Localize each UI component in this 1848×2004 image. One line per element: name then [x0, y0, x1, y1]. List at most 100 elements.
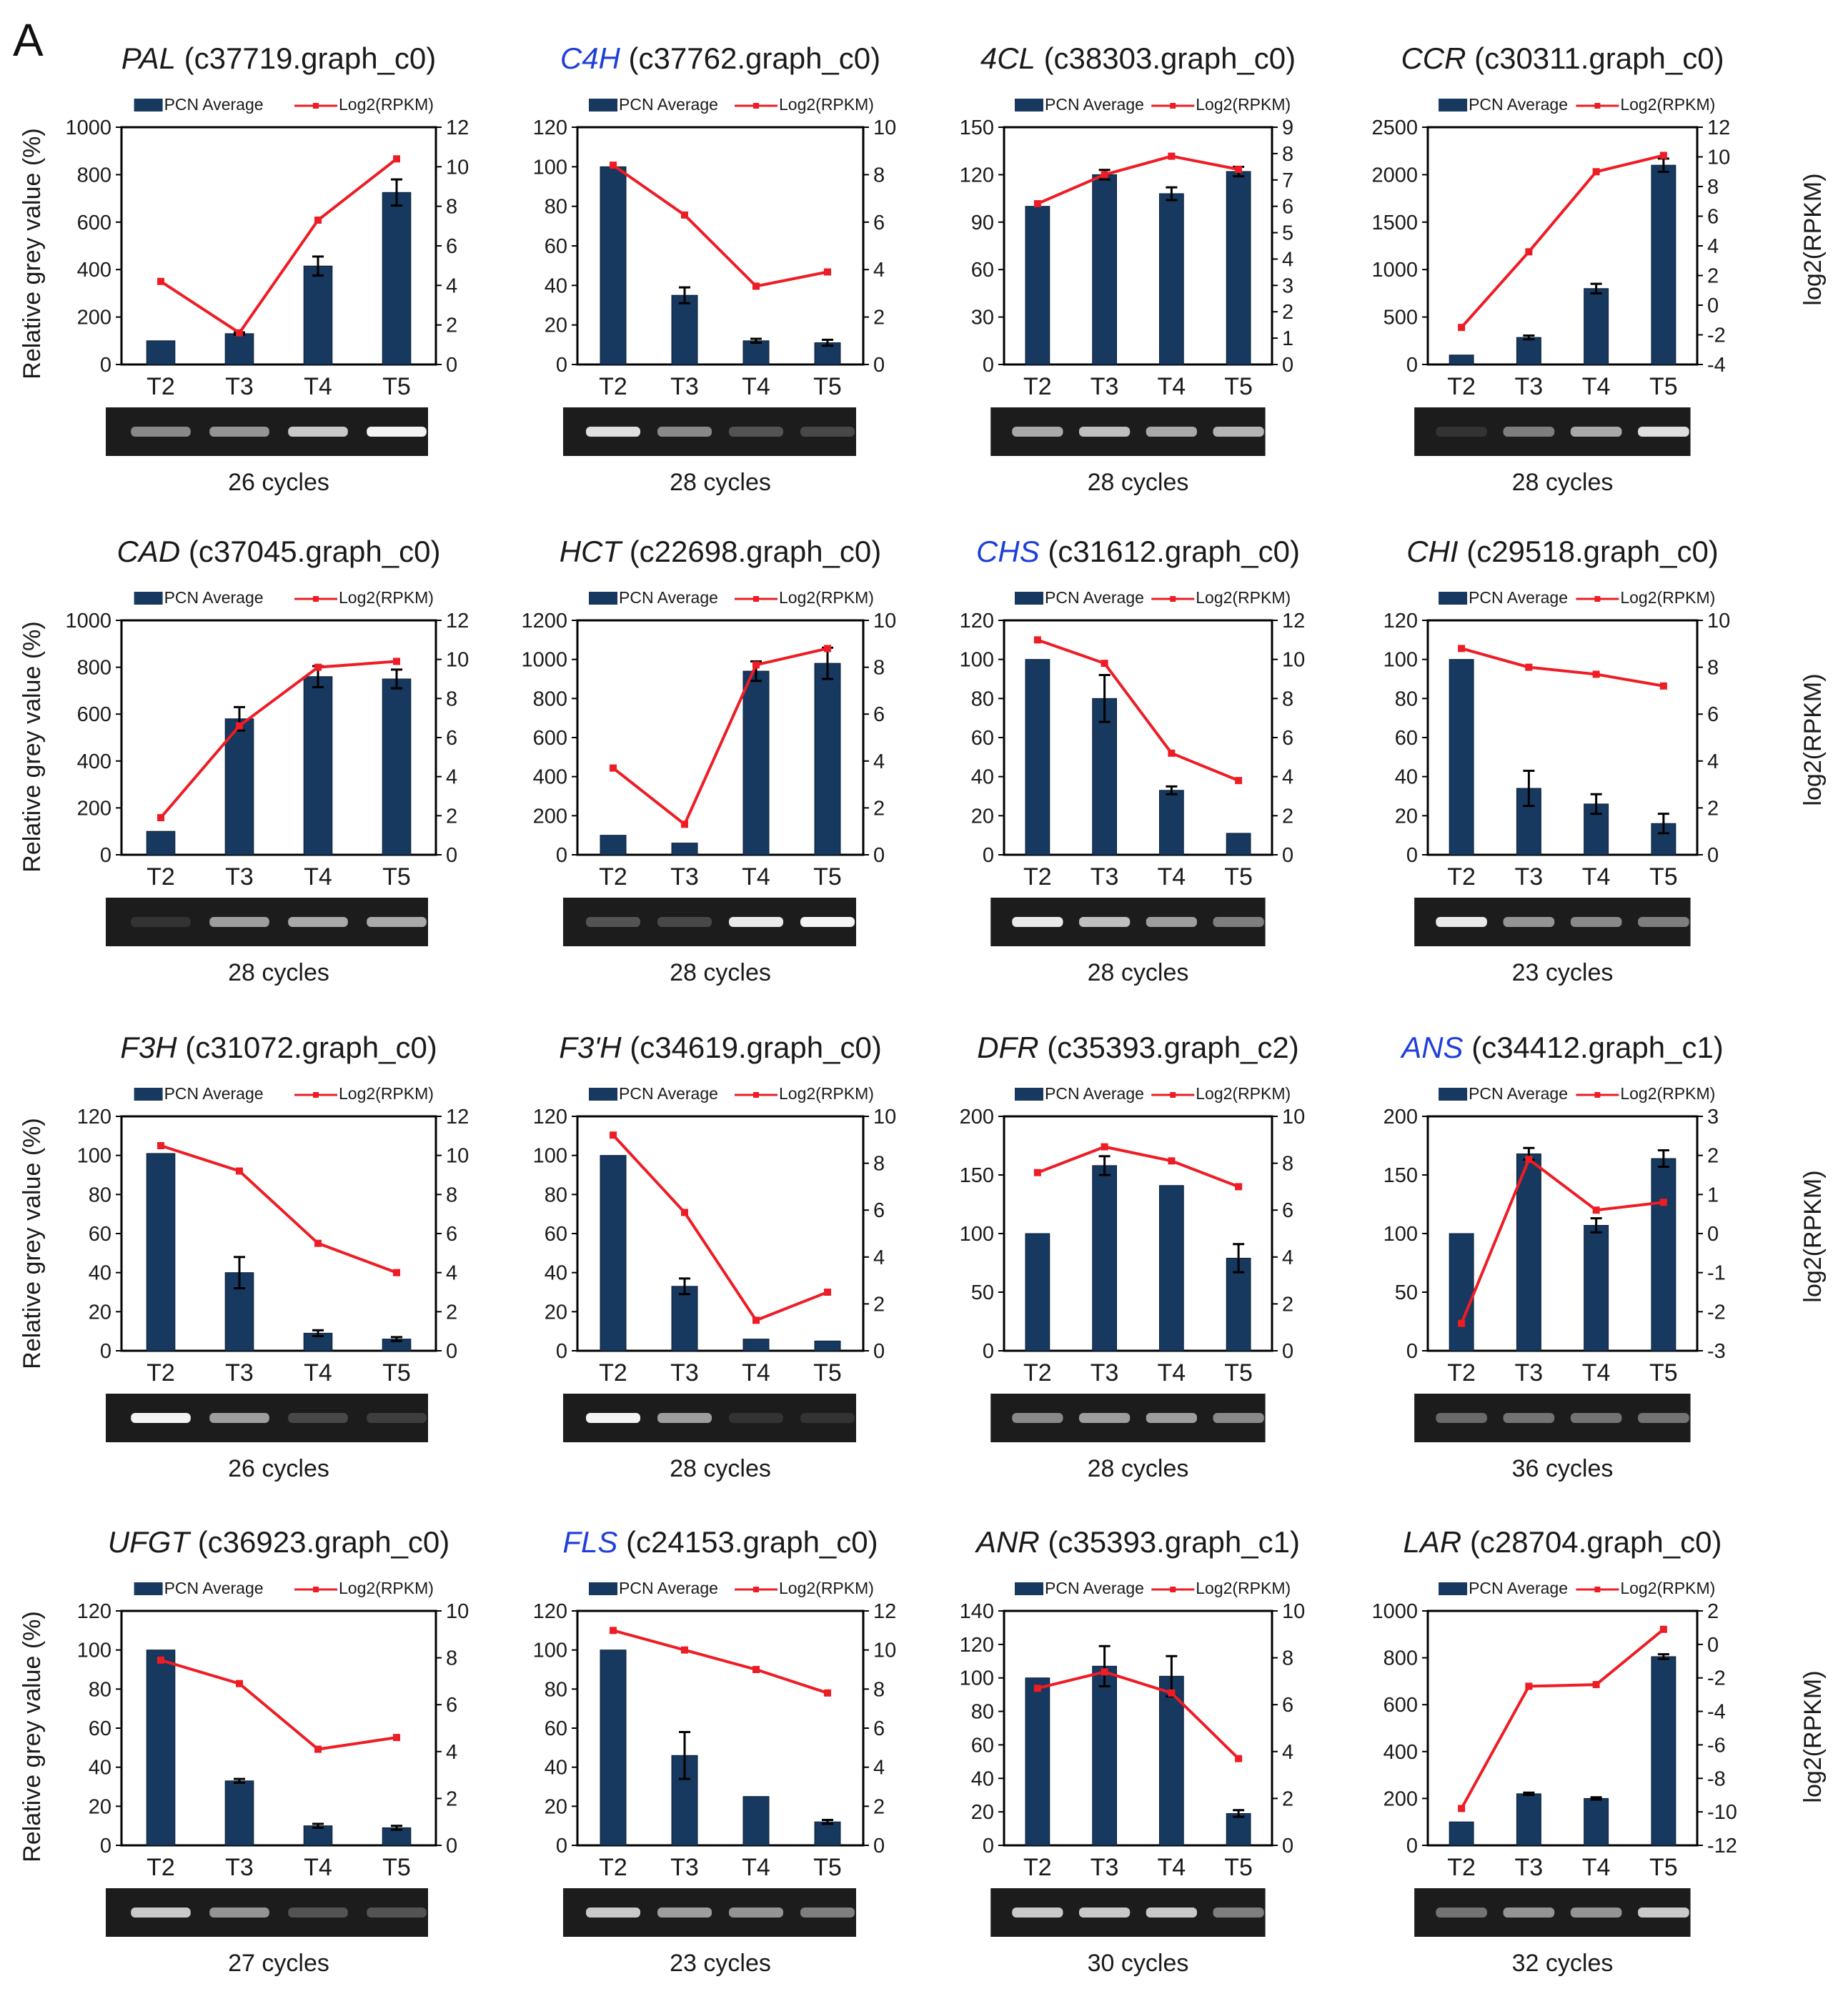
gel-band: [1012, 427, 1063, 437]
legend-line-marker: [753, 103, 759, 109]
pcr-cycles-label: 23 cycles: [1512, 959, 1614, 986]
y-left-tick-label: 800: [77, 164, 111, 187]
y-right-tick-label: 0: [873, 354, 885, 377]
gene-name: ANR: [974, 1525, 1040, 1559]
legend-bar-swatch: [589, 1088, 617, 1101]
line-point: [157, 1656, 164, 1664]
y-left-tick-label: 90: [971, 212, 994, 234]
legend-line-label: Log2(RPKM): [339, 1579, 434, 1597]
gel-band: [800, 917, 855, 927]
y-left-tick-label: 60: [1395, 727, 1418, 750]
gel-band: [1079, 1413, 1131, 1423]
legend-line-marker: [313, 103, 319, 109]
line-point: [1033, 1169, 1041, 1176]
pcr-cycles-label: 28 cycles: [228, 959, 329, 986]
y-right-tick-label: 4: [446, 1741, 457, 1764]
legend-line-marker: [1594, 1587, 1601, 1592]
y-right-tick-label: -2: [1707, 1301, 1726, 1324]
bar: [1092, 698, 1117, 855]
line-point: [1168, 1157, 1176, 1165]
gene-name: CHS: [976, 535, 1040, 568]
y-left-tick-label: 60: [971, 727, 994, 750]
y-left-tick-label: 400: [533, 766, 567, 789]
y-left-tick-label: 0: [983, 354, 994, 377]
bar: [1449, 1233, 1474, 1351]
bar: [303, 1825, 333, 1846]
line-point: [314, 1745, 322, 1753]
gel-band: [1638, 917, 1689, 927]
y-right-tick-label: -4: [1707, 354, 1726, 377]
legend-line-label: Log2(RPKM): [1196, 588, 1291, 607]
line-point: [314, 217, 322, 224]
bar: [146, 340, 176, 365]
category-label: T2: [599, 1854, 627, 1881]
gel-band: [1079, 1908, 1131, 1918]
legend-bar-label: PCN Average: [1469, 1579, 1568, 1597]
bar: [224, 1780, 254, 1846]
legend-bar-label: PCN Average: [1469, 588, 1568, 607]
y-right-label-row4: log2(RPKM): [1799, 1670, 1827, 1802]
line-point: [236, 1680, 243, 1687]
line-point: [1101, 1668, 1108, 1676]
y-left-tick-label: 80: [545, 1184, 567, 1206]
y-right-tick-label: 0: [1707, 1223, 1719, 1246]
gene-id: (c28704.graph_c0): [1461, 1525, 1722, 1559]
y-left-tick-label: 1000: [65, 610, 111, 633]
y-left-tick-label: 20: [89, 1795, 111, 1818]
gene-id: (c37762.graph_c0): [620, 41, 880, 75]
bar: [1226, 833, 1251, 855]
category-label: T5: [1224, 1359, 1253, 1387]
y-left-tick-label: 100: [1383, 649, 1418, 672]
bar: [1092, 1665, 1117, 1846]
y-right-tick-label: 12: [873, 1600, 896, 1623]
y-right-tick-label: 0: [1707, 294, 1719, 317]
legend-line-label: Log2(RPKM): [1196, 1579, 1291, 1597]
chart-title: ANS (c34412.graph_c1): [1399, 1031, 1724, 1064]
gel-band: [1012, 1413, 1063, 1423]
y-right-tick-label: 6: [446, 235, 457, 258]
y-left-tick-label: 150: [960, 1164, 994, 1187]
bar: [1226, 171, 1251, 365]
y-left-tick-label: 80: [545, 1678, 567, 1701]
gel-band: [288, 427, 348, 437]
legend-line-label: Log2(RPKM): [1196, 95, 1291, 114]
y-right-tick-label: 10: [1707, 147, 1730, 169]
gel-band: [729, 427, 783, 437]
y-right-tick-label: 4: [1282, 766, 1293, 789]
y-right-tick-label: -1: [1707, 1262, 1726, 1285]
gene-id: (c22698.graph_c0): [621, 535, 881, 568]
y-left-tick-label: 50: [1395, 1281, 1418, 1304]
line-point: [157, 277, 164, 285]
y-right-tick-label: 10: [873, 1640, 896, 1662]
y-left-tick-label: 0: [556, 1835, 567, 1857]
y-left-tick-label: 60: [89, 1717, 111, 1740]
category-label: T2: [1447, 1854, 1476, 1881]
y-left-tick-label: 100: [960, 649, 994, 672]
y-left-tick-label: 200: [533, 805, 567, 828]
category-label: T3: [225, 373, 254, 400]
gene-id: (c31072.graph_c0): [177, 1031, 437, 1064]
line-point: [1168, 152, 1176, 160]
line-point: [1033, 199, 1041, 207]
category-label: T5: [1224, 1854, 1253, 1881]
legend-line-label: Log2(RPKM): [779, 1084, 874, 1103]
y-left-tick-label: 120: [533, 1106, 567, 1129]
y-right-tick-label: 2: [1282, 301, 1293, 324]
y-right-tick-label: 7: [1282, 169, 1293, 192]
y-right-tick-label: 2: [1282, 1293, 1293, 1316]
line-point: [1458, 1319, 1466, 1327]
legend-line-marker: [1170, 1587, 1176, 1592]
legend-bar-swatch: [1439, 1582, 1468, 1595]
y-right-tick-label: 12: [446, 610, 469, 633]
pcr-cycles-label: 26 cycles: [228, 1455, 329, 1482]
gel-band: [1213, 1908, 1264, 1918]
bar: [303, 676, 333, 855]
y-right-tick-label: -6: [1707, 1734, 1726, 1757]
gel-band: [657, 1908, 712, 1918]
legend-line-marker: [1594, 1092, 1601, 1098]
gene-id: (c37045.graph_c0): [180, 535, 440, 568]
y-right-tick-label: 8: [1707, 657, 1719, 680]
gene-name: CCR: [1401, 41, 1466, 75]
gel-band: [657, 917, 712, 927]
chart-title: ANR (c35393.graph_c1): [974, 1525, 1300, 1559]
